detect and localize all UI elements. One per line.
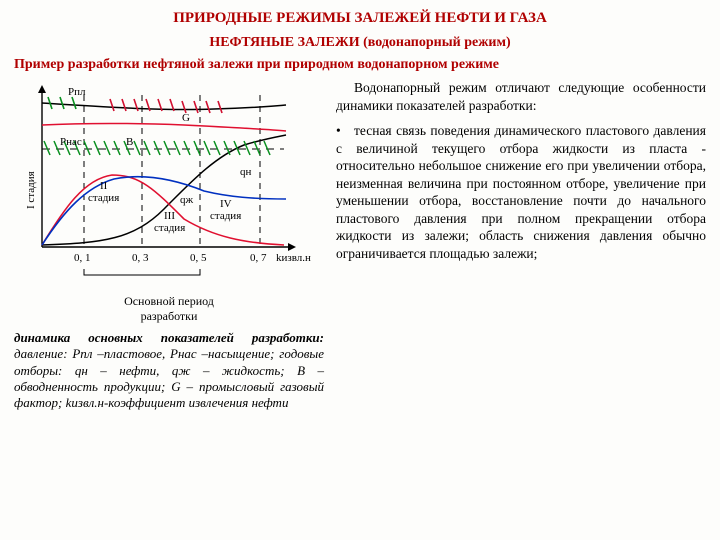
diagram-footnote: динамика основных показателей разработки… — [14, 330, 324, 411]
label-stage4-a: IV — [220, 198, 232, 210]
title-main: ПРИРОДНЫЕ РЕЖИМЫ ЗАЛЕЖЕЙ НЕФТИ И ГАЗА — [14, 10, 706, 27]
right-bullet: •тесная связь поведения динамического пл… — [336, 122, 706, 262]
right-intro: Водонапорный режим отличают следующие ос… — [336, 79, 706, 114]
label-ppl: Рпл — [68, 86, 86, 98]
footnote-lead: динамика основных показателей разработки… — [14, 330, 324, 345]
bullet-text: тесная связь поведения динамического пла… — [336, 123, 706, 261]
footnote-rest: давление: Рпл –пластовое, Рнас –насыщени… — [14, 346, 324, 410]
label-stage4-b: стадия — [210, 210, 241, 222]
two-column-layout: Рпл G Рнас В qн qж I стадия II стадия II… — [14, 79, 706, 411]
label-qzh: qж — [180, 194, 194, 206]
right-column: Водонапорный режим отличают следующие ос… — [336, 79, 706, 411]
xtick-1: 0, 3 — [132, 252, 149, 264]
label-qn: qн — [240, 166, 252, 178]
under-diagram-caption: Основной период разработки — [14, 294, 324, 324]
xtick-0: 0, 1 — [74, 252, 91, 264]
label-stage2-b: стадия — [88, 192, 119, 204]
label-g: G — [182, 112, 190, 124]
bullet-mark: • — [336, 122, 354, 140]
label-b: В — [126, 136, 133, 148]
label-stage1: I стадия — [25, 171, 37, 209]
xtick-2: 0, 5 — [190, 252, 207, 264]
under-diagram-text: Основной период разработки — [124, 294, 214, 323]
xtick-3: 0, 7 — [250, 252, 267, 264]
left-column: Рпл G Рнас В qн qж I стадия II стадия II… — [14, 79, 324, 411]
label-k: kизвл.н — [276, 252, 311, 264]
title-sub: НЕФТЯНЫЕ ЗАЛЕЖИ (водонапорный режим) — [14, 35, 706, 51]
label-stage2-a: II — [100, 180, 108, 192]
example-line: Пример разработки нефтяной залежи при пр… — [14, 57, 706, 73]
dynamics-diagram: Рпл G Рнас В qн qж I стадия II стадия II… — [14, 79, 314, 287]
label-stage3-a: III — [164, 210, 175, 222]
label-pnas: Рнас — [60, 136, 82, 148]
label-stage3-b: стадия — [154, 222, 185, 234]
